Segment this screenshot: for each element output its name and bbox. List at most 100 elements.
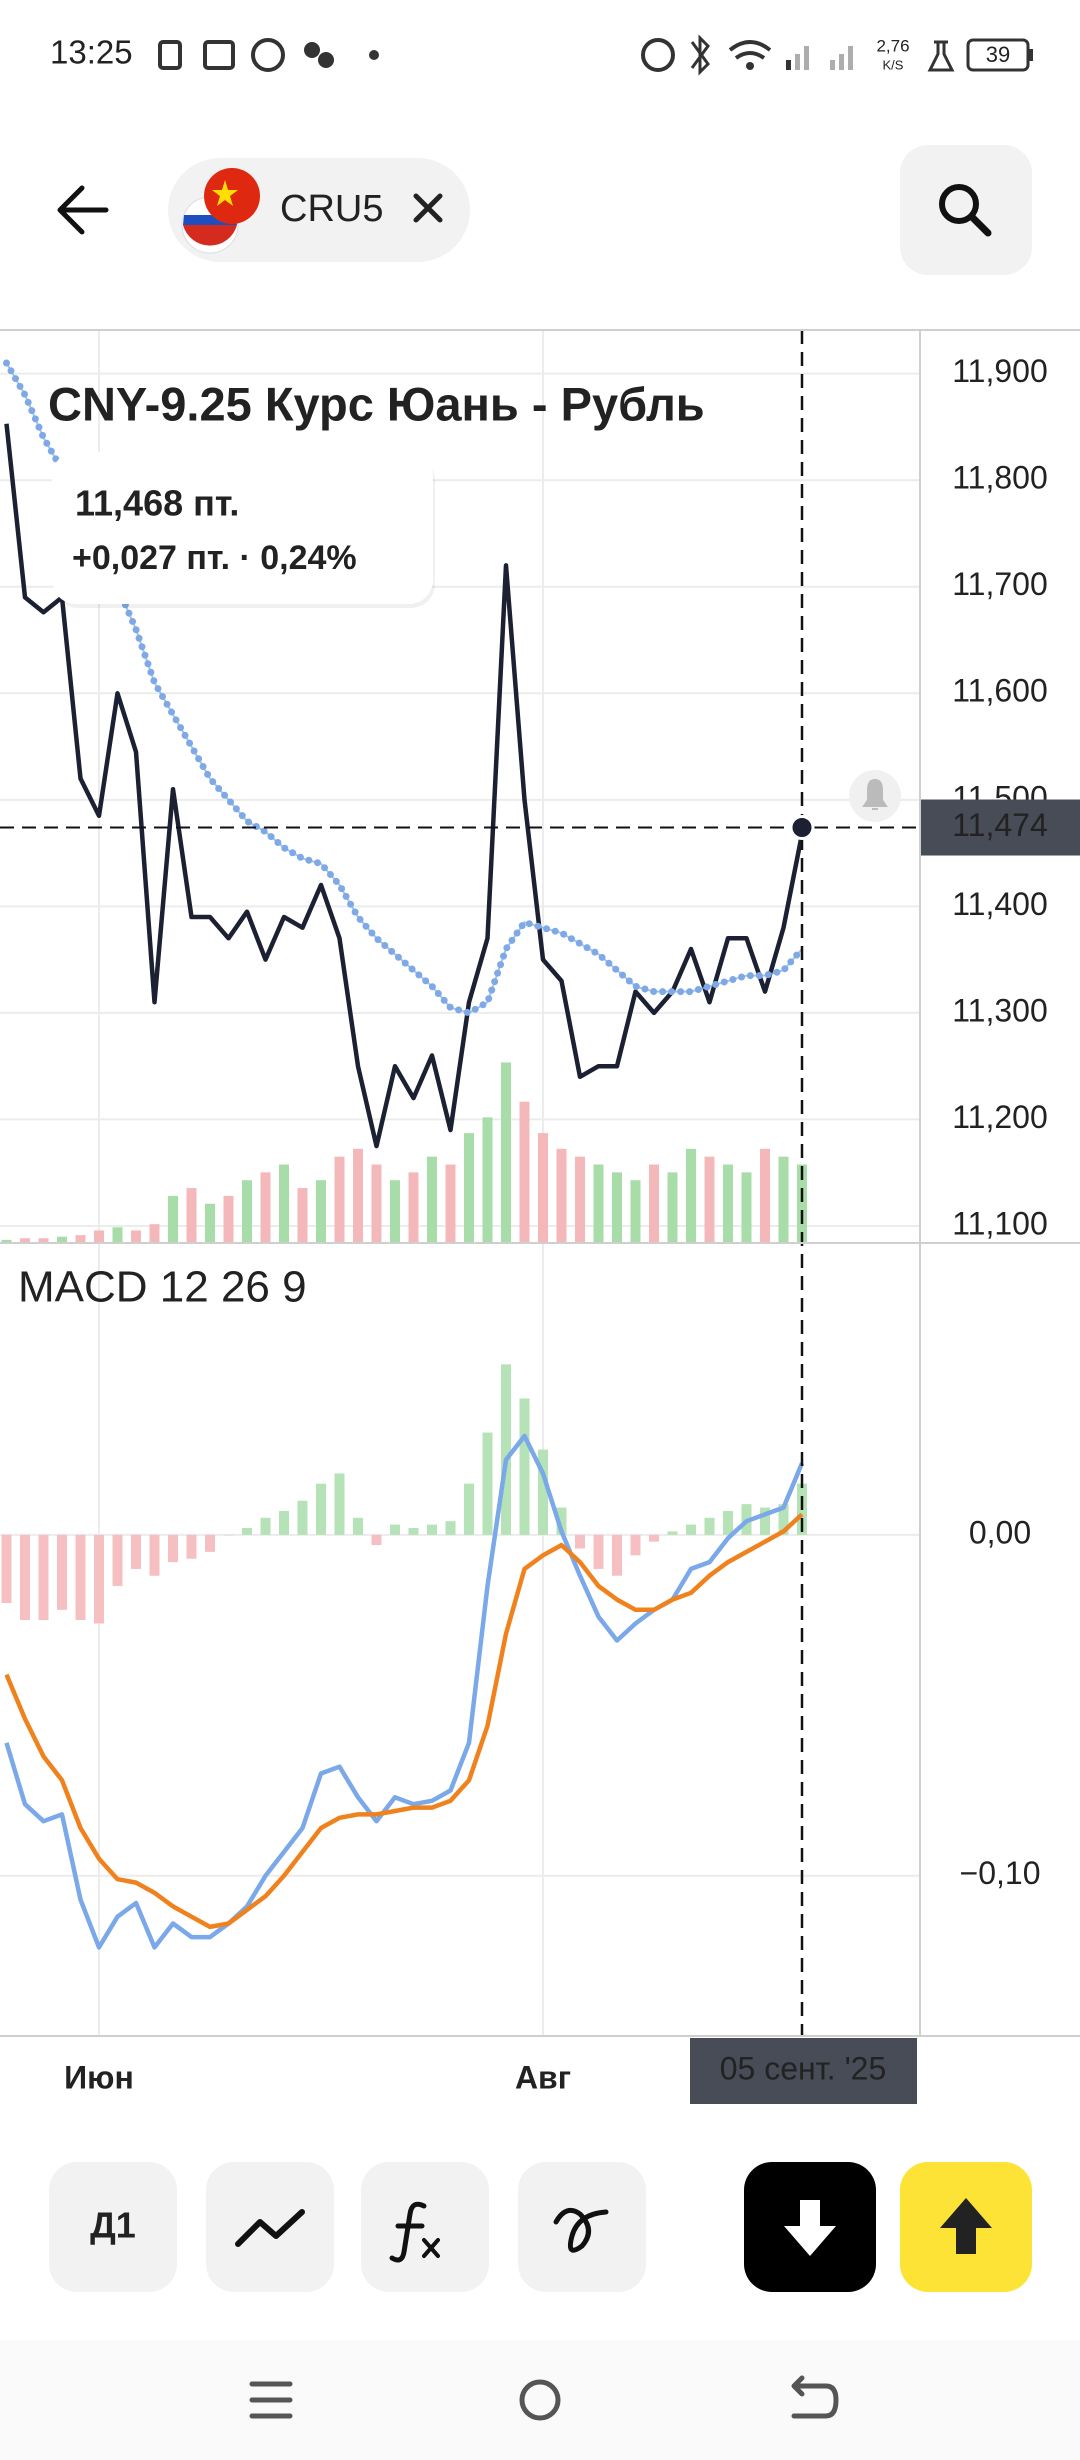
- y-tick-label: 11,300: [952, 992, 1048, 1028]
- histogram-bar: [1, 1534, 12, 1604]
- net-unit: K/S: [883, 57, 904, 72]
- volume-bar: [57, 1236, 67, 1243]
- y-tick-label: 11,800: [952, 460, 1048, 496]
- histogram-bar: [242, 1528, 252, 1535]
- histogram-bar: [445, 1521, 456, 1535]
- nav-menu[interactable]: [249, 2381, 293, 2419]
- volume-bar: [20, 1238, 30, 1243]
- histogram-bar: [223, 1534, 234, 1536]
- search-button[interactable]: [900, 145, 1032, 275]
- volume-bar: [112, 1227, 123, 1243]
- y-tick-label: 11,100: [952, 1205, 1048, 1241]
- histogram-bar: [464, 1483, 474, 1535]
- histogram-bar: [371, 1534, 382, 1546]
- volume-bar: [38, 1238, 49, 1243]
- y-tick-label: −0,10: [960, 1855, 1041, 1891]
- back-button[interactable]: [57, 185, 109, 235]
- y-tick-label: 11,400: [952, 886, 1048, 922]
- volume-bar: [94, 1230, 104, 1243]
- y-tick-label: 11,900: [952, 353, 1048, 389]
- histogram-bar: [131, 1534, 141, 1569]
- interval-button[interactable]: [49, 2162, 177, 2292]
- volume-bar: [649, 1164, 659, 1243]
- y-tick-label: 11,600: [952, 673, 1048, 709]
- ticker-chip[interactable]: [168, 158, 470, 262]
- volume-bar: [704, 1156, 715, 1243]
- volume-bar: [667, 1172, 678, 1243]
- volume-bar: [205, 1203, 215, 1243]
- volume-bar: [149, 1224, 160, 1243]
- histogram-bar: [704, 1517, 715, 1535]
- macd-line: [4, 1433, 805, 1950]
- x-tick-label: Июн: [64, 2059, 134, 2095]
- volume-bar: [223, 1195, 234, 1243]
- chart-frame: [0, 329, 1080, 2037]
- volume-bar: [575, 1156, 585, 1243]
- drawing-button[interactable]: [518, 2162, 646, 2292]
- histogram-bar: [20, 1534, 30, 1621]
- volume-bar: [556, 1148, 567, 1243]
- tooltip-change: +0,027 пт. · 0,24%: [72, 539, 357, 577]
- volume-bar: [279, 1164, 289, 1243]
- histogram-bar: [168, 1534, 178, 1563]
- histogram-bar: [723, 1510, 733, 1535]
- histogram-bar: [519, 1398, 530, 1535]
- volume-bar: [723, 1164, 733, 1243]
- status-time: 13:25: [50, 34, 133, 71]
- volume-bar: [427, 1156, 437, 1243]
- crosshair-date: 05 сент. '25: [720, 2050, 887, 2086]
- histogram-bar: [390, 1524, 400, 1535]
- histogram-bar: [427, 1524, 437, 1535]
- volume-bar: [75, 1235, 86, 1243]
- histogram-bar: [630, 1534, 641, 1556]
- y-tick-label: 11,700: [952, 566, 1048, 602]
- nav-home[interactable]: [519, 2379, 561, 2421]
- volume-bar: [353, 1148, 363, 1243]
- volume-bar: [593, 1164, 604, 1243]
- toolbar: [49, 2162, 1032, 2292]
- volume-bar: [186, 1188, 197, 1243]
- volume-bar: [538, 1133, 548, 1243]
- histogram-bar: [760, 1507, 770, 1535]
- histogram-bar: [778, 1504, 789, 1535]
- crosshair-date-box: [690, 2038, 917, 2104]
- volume-bar: [501, 1062, 511, 1243]
- volume-bar: [741, 1172, 752, 1243]
- histogram-bar: [112, 1534, 123, 1586]
- histogram-bar: [482, 1432, 493, 1535]
- battery-level: 39: [986, 42, 1010, 67]
- nav-bar: [0, 2340, 1080, 2460]
- volume-bar: [519, 1101, 530, 1243]
- histogram-bar: [279, 1510, 289, 1535]
- nav-buttons: [249, 2375, 839, 2421]
- indicators-button[interactable]: [361, 2162, 489, 2292]
- histogram-bar: [75, 1534, 86, 1621]
- histogram-bar: [149, 1534, 160, 1576]
- label-layer: Июн Авг11,90011,80011,70011,60011,50011,4…: [18, 353, 1080, 2104]
- volume-bar: [760, 1148, 770, 1243]
- histogram-bar: [612, 1534, 622, 1576]
- bar-layer: [1, 1062, 807, 1624]
- histogram-bar: [353, 1517, 363, 1535]
- histogram-bar: [593, 1534, 604, 1569]
- histogram-bar: [38, 1534, 49, 1621]
- volume-bar: [482, 1117, 493, 1243]
- tooltip-box: [52, 452, 433, 604]
- volume-bar: [445, 1164, 456, 1243]
- histogram-bar: [501, 1364, 511, 1535]
- nav-back[interactable]: [791, 2375, 839, 2419]
- volume-bar: [242, 1180, 252, 1243]
- volume-bar: [168, 1195, 178, 1243]
- interval-label: Д1: [90, 2205, 136, 2246]
- volume-bar: [686, 1148, 696, 1243]
- volume-bar: [260, 1172, 271, 1243]
- chart-area: Июн Авг11,90011,80011,70011,60011,50011,4…: [0, 330, 1080, 2104]
- volume-bar: [371, 1164, 382, 1243]
- volume-bar: [334, 1156, 345, 1243]
- last-price-label: 11,474: [952, 807, 1048, 843]
- histogram-bar: [649, 1534, 659, 1542]
- volume-bar: [390, 1180, 400, 1243]
